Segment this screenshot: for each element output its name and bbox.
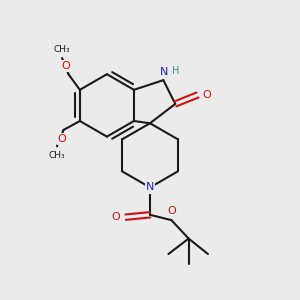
- Text: O: O: [58, 134, 66, 144]
- Text: O: O: [167, 206, 176, 216]
- Text: O: O: [112, 212, 121, 222]
- Text: O: O: [61, 61, 70, 71]
- Text: CH₃: CH₃: [54, 45, 70, 54]
- Text: N: N: [146, 182, 154, 193]
- Text: N: N: [160, 67, 168, 77]
- Text: CH₃: CH₃: [49, 151, 65, 160]
- Text: O: O: [203, 90, 212, 100]
- Text: H: H: [172, 66, 179, 76]
